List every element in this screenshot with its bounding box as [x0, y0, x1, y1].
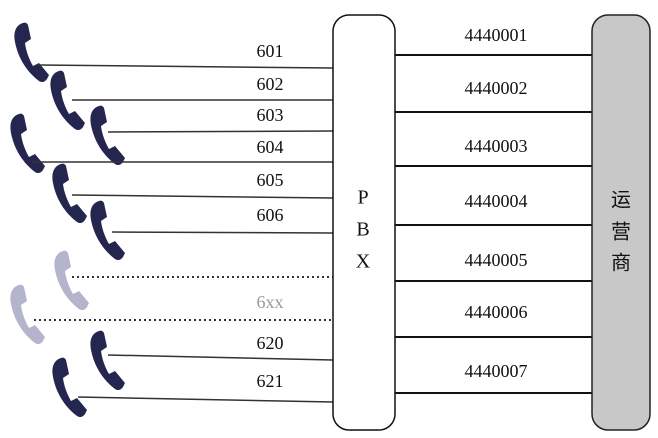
- carrier-label: 营: [611, 220, 631, 244]
- extension-labels: 601 602 603 604 605 606 6xx 620 621: [257, 41, 284, 391]
- extension-line: [107, 354, 334, 361]
- trunk-label: 4440001: [465, 25, 528, 45]
- extension-label: 620: [257, 333, 284, 353]
- extension-label: 606: [257, 205, 284, 225]
- extension-line: [111, 231, 334, 234]
- extension-label: 603: [257, 105, 284, 125]
- trunk-label: 4440006: [465, 302, 528, 322]
- extension-line: [107, 130, 334, 133]
- trunk-label: 4440003: [465, 136, 528, 156]
- extension-line: [71, 194, 334, 199]
- phone-icon: [14, 22, 49, 83]
- phone-icon: [90, 105, 125, 166]
- extension-line: [37, 64, 334, 69]
- pbx-label: P: [357, 187, 368, 209]
- phones: [10, 22, 125, 418]
- carrier-label: 运: [611, 188, 631, 212]
- phone-icon: [52, 357, 87, 418]
- trunk-label: 4440004: [465, 191, 528, 211]
- pbx-label: B: [356, 219, 369, 241]
- phone-icon: [54, 250, 89, 311]
- trunk-label: 4440005: [465, 250, 528, 270]
- extension-label: 604: [257, 137, 284, 157]
- trunk-labels: 4440001 4440002 4440003 4440004 4440005 …: [465, 25, 528, 381]
- extension-lines: [32, 64, 334, 403]
- phone-icon: [90, 200, 125, 261]
- phone-icon: [52, 163, 87, 224]
- pbx-label: X: [356, 251, 371, 273]
- pbx-box: [332, 14, 396, 431]
- trunk-lines: [395, 54, 592, 394]
- trunk-label: 4440002: [465, 78, 528, 98]
- phone-icon: [10, 113, 45, 174]
- carrier-label: 商: [611, 251, 631, 275]
- extension-line: [77, 396, 334, 403]
- extension-label: 6xx: [257, 292, 284, 312]
- extension-label: 601: [257, 41, 284, 61]
- phone-icon: [90, 330, 125, 391]
- extension-label: 605: [257, 170, 284, 190]
- extension-label: 602: [257, 74, 284, 94]
- trunk-label: 4440007: [465, 361, 528, 381]
- carrier-box: [591, 14, 651, 431]
- phone-icon: [10, 284, 45, 345]
- extension-label: 621: [257, 371, 284, 391]
